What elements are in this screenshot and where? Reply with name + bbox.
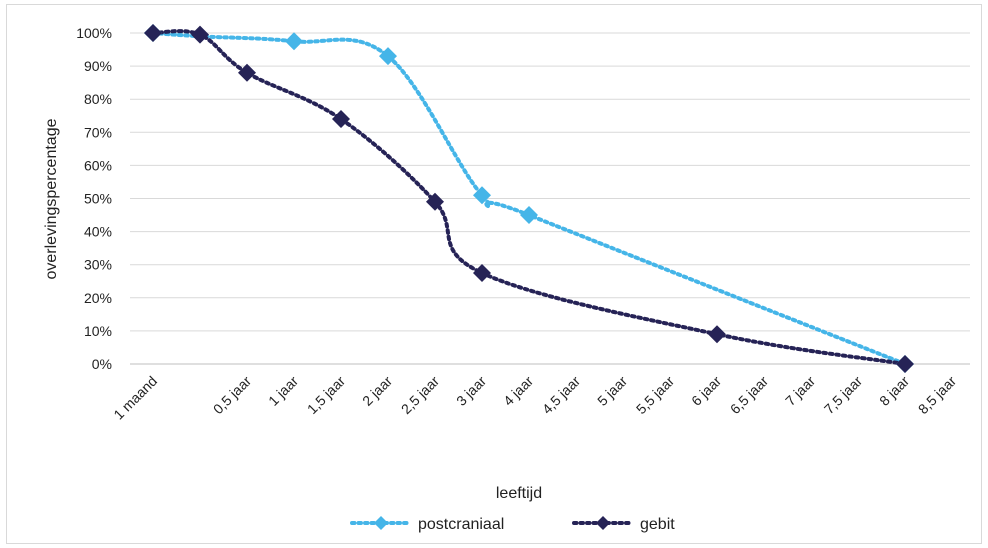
x-axis-label: leeftijd [496,485,542,502]
y-tick-label: 90% [84,58,112,74]
x-tick-label: 3 jaar [453,373,489,409]
x-tick-label: 7 jaar [782,373,818,409]
data-point-postcraniaal [285,32,303,51]
x-tick-label: 0,5 jaar [210,373,255,418]
legend-marker [374,516,388,530]
series-line-gebit [151,29,907,366]
y-tick-label: 40% [84,224,112,240]
x-tick-label: 1,5 jaar [304,373,349,418]
y-tick-label: 80% [84,91,112,107]
x-tick-label: 8 jaar [876,373,912,409]
y-tick-label: 30% [84,257,112,273]
data-point-gebit [144,24,162,42]
data-point-gebit [473,263,491,282]
y-tick-label: 100% [76,25,112,41]
data-point-gebit [426,192,444,211]
chart-frame [6,4,982,544]
series-markers [144,24,914,373]
gridlines [130,32,970,365]
x-tick-label: 1 maand [110,373,160,423]
data-point-gebit [332,110,350,129]
data-point-gebit [708,325,726,344]
x-tick-label: 5,5 jaar [633,373,678,418]
x-tick-label: 4,5 jaar [539,373,584,418]
y-tick-label: 10% [84,323,112,339]
x-tick-label: 6,5 jaar [727,373,772,418]
y-tick-label: 60% [84,157,112,173]
y-tick-label: 70% [84,124,112,140]
data-point-postcraniaal [473,186,491,205]
y-axis-label: overlevingspercentage [43,118,60,279]
y-tick-label: 0% [92,356,112,372]
series-lines [151,29,907,366]
y-tick-label: 20% [84,290,112,306]
legend-item-gebit: gebit [572,516,675,533]
data-point-gebit [896,355,914,373]
x-tick-label: 2,5 jaar [398,373,443,418]
data-point-gebit [191,25,209,44]
x-tick-label: 1 jaar [265,373,301,409]
legend: postcraniaal gebit [350,516,675,533]
x-tick-label: 8,5 jaar [915,373,960,418]
y-tick-label: 50% [84,191,112,207]
data-point-gebit [238,63,256,82]
data-point-postcraniaal [379,47,397,66]
legend-label: gebit [640,516,675,533]
x-tick-label: 2 jaar [359,373,395,409]
legend-item-postcraniaal: postcraniaal [350,516,504,533]
series-line-postcraniaal [151,31,907,366]
x-tick-label: 4 jaar [500,373,536,409]
legend-marker [596,516,610,530]
legend-label: postcraniaal [418,516,504,533]
x-tick-label: 7,5 jaar [821,373,866,418]
x-tick-label: 5 jaar [594,373,630,409]
x-tick-labels: 1 maand 0,5 jaar 1 jaar 1,5 jaar 2 jaar 2,5 j… [110,373,959,423]
y-tick-labels: 0% 10% 20% 30% 40% 50% 60% 70% 80% 90% 100% [76,25,112,372]
data-point-postcraniaal [520,206,538,225]
x-tick-label: 6 jaar [688,373,724,409]
